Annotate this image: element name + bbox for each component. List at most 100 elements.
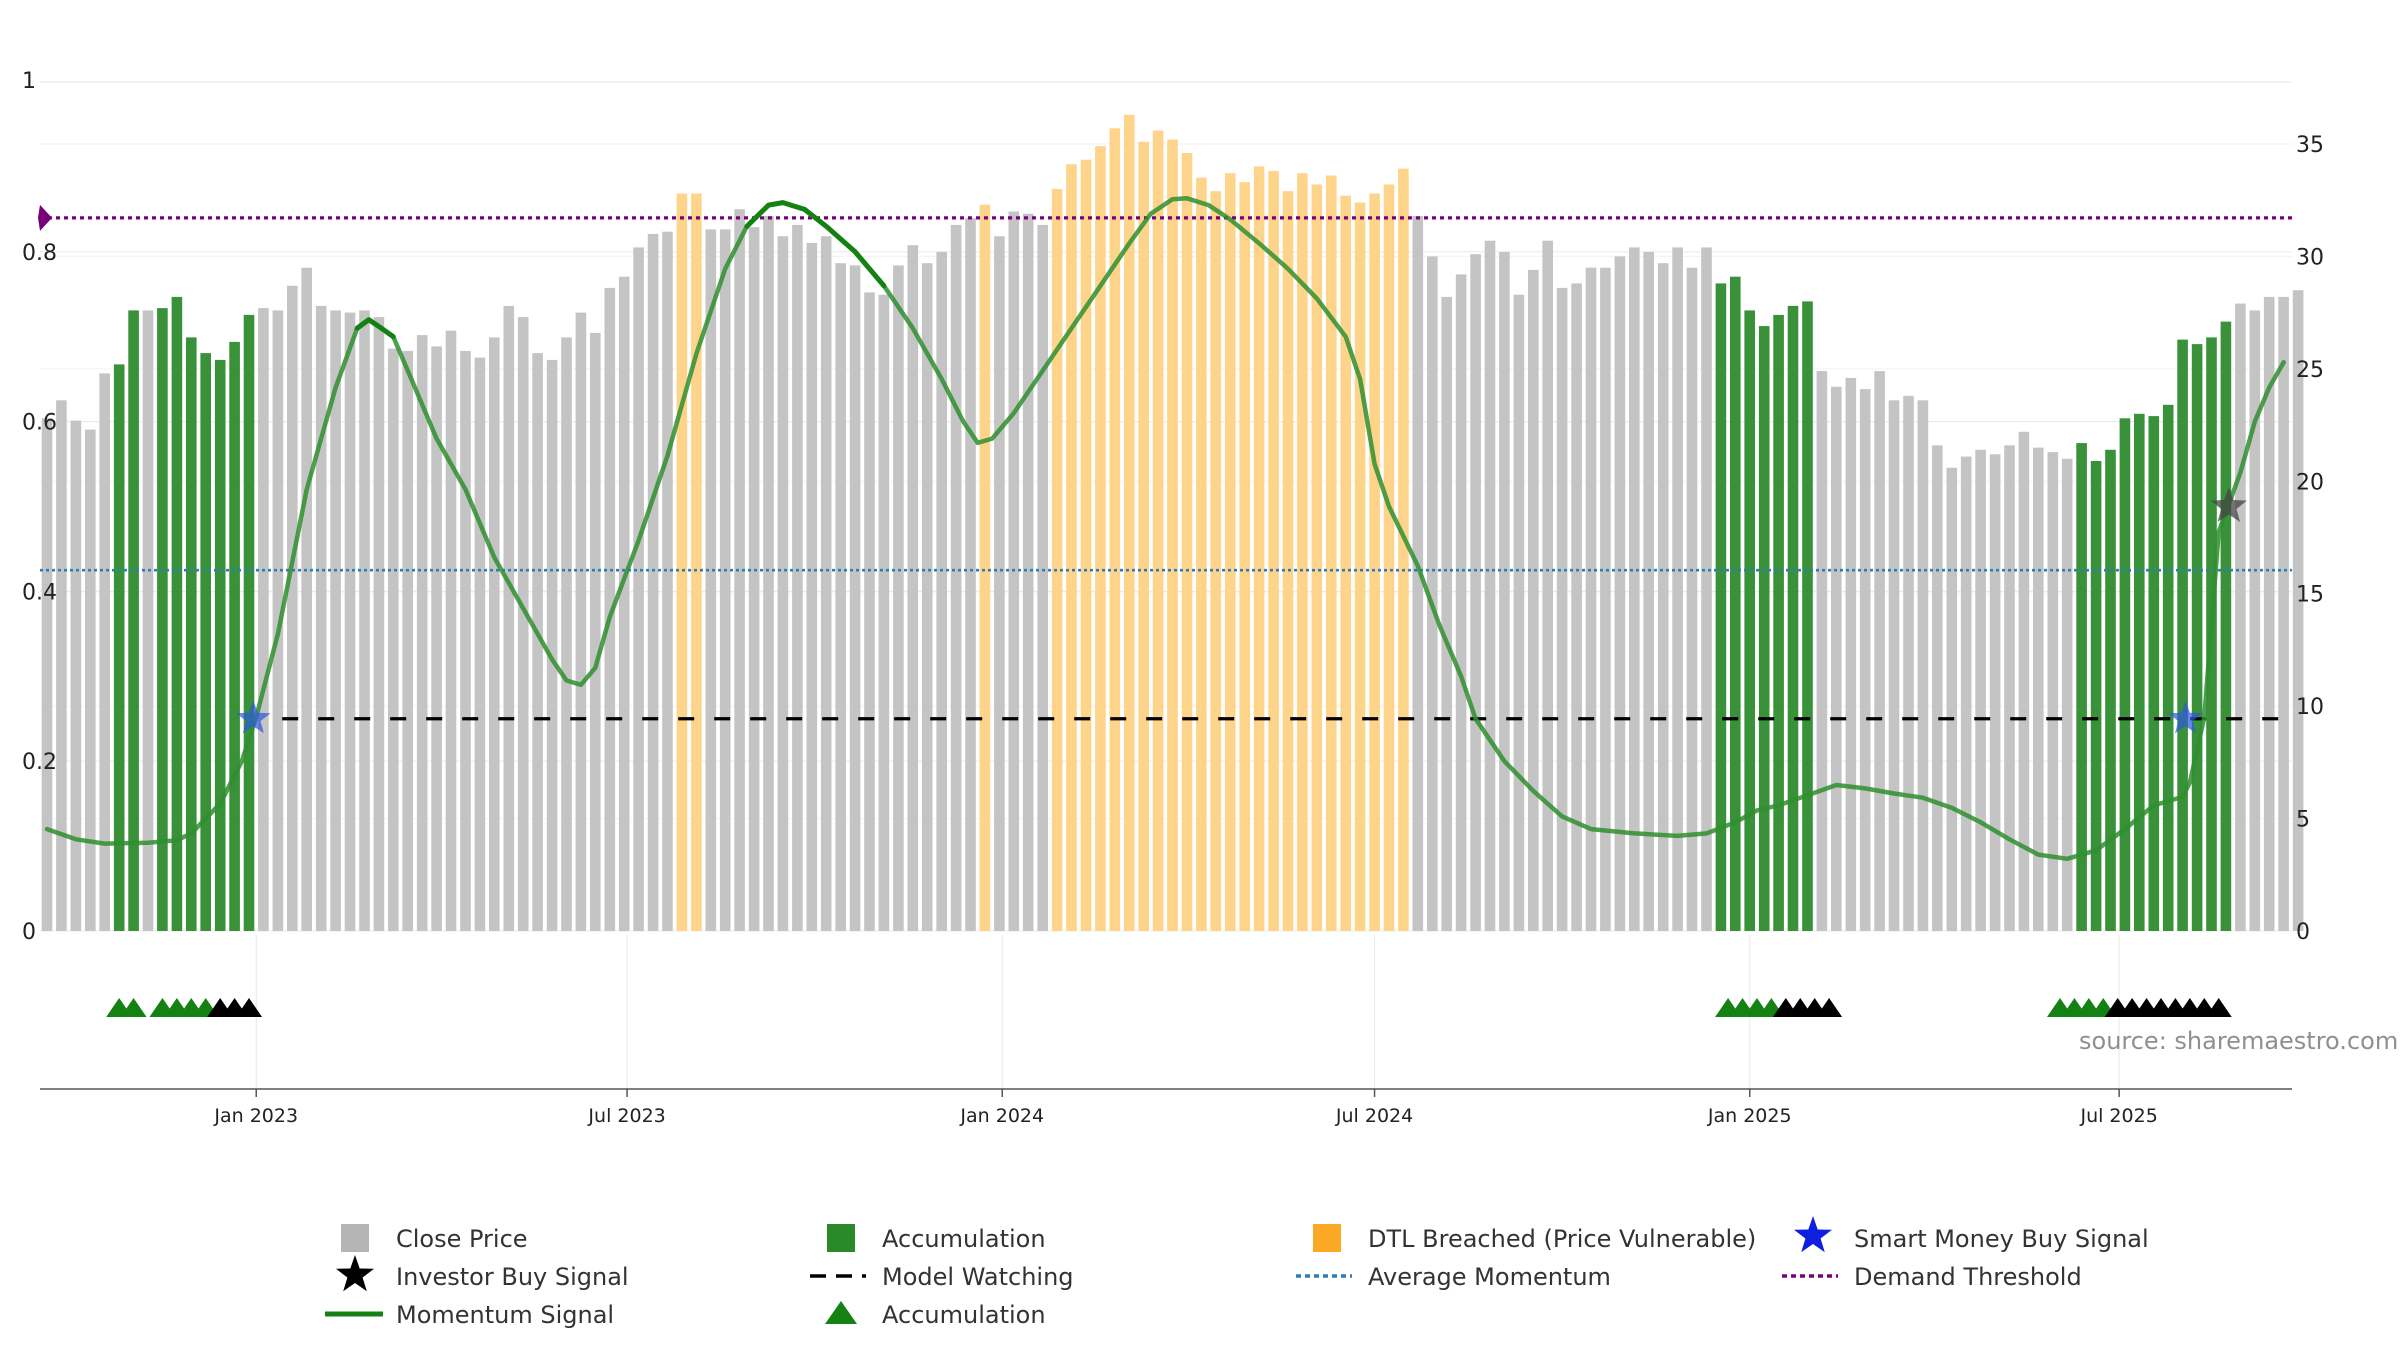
investor-buy-star xyxy=(2210,487,2247,522)
close-price-bar-green xyxy=(2105,449,2116,931)
close-price-bar-gray xyxy=(330,310,341,931)
close-price-bar-gray xyxy=(763,216,774,931)
legend-model-watching-label: Model Watching xyxy=(882,1263,1074,1291)
close-price-bar-gray xyxy=(907,245,919,931)
close-price-bar-gray xyxy=(1571,283,1582,931)
close-price-bar-gray xyxy=(662,231,673,931)
close-price-bar-gray xyxy=(965,218,976,931)
close-price-bar-orange xyxy=(1066,164,1077,931)
legend-dtl-breached-icon xyxy=(1313,1224,1341,1252)
legend-accumulation-triangle-label: Accumulation xyxy=(882,1301,1046,1329)
close-price-bar-gray xyxy=(893,265,904,931)
close-price-bar-gray xyxy=(1657,263,1669,931)
close-price-bar-gray xyxy=(647,233,659,931)
right-axis-tick-label: 30 xyxy=(2296,245,2324,270)
close-price-bar-gray xyxy=(388,348,399,932)
close-price-bar-gray xyxy=(85,429,96,931)
right-axis-tick-label: 0 xyxy=(2296,920,2310,945)
close-price-bar-orange xyxy=(1253,166,1265,931)
close-price-bar-green xyxy=(186,337,197,931)
close-price-bar-gray xyxy=(561,337,572,931)
close-price-bar-green xyxy=(1802,301,1813,931)
marker-series xyxy=(38,204,2247,1017)
close-price-bar-green xyxy=(1773,314,1784,931)
legend-investor-label: Investor Buy Signal xyxy=(396,1263,629,1291)
close-price-bar-gray xyxy=(517,317,529,932)
close-price-bar-gray xyxy=(1888,400,1900,931)
left-axis-tick-label: 0.2 xyxy=(22,750,57,775)
close-price-bar-gray xyxy=(792,224,803,931)
close-price-bar-green xyxy=(2220,321,2232,932)
legend-investor-star-icon xyxy=(336,1255,374,1292)
close-price-bar-orange xyxy=(1268,171,1279,931)
momentum-signal-bold-segment xyxy=(744,200,887,289)
left-axis-tick-label: 0.6 xyxy=(22,411,57,436)
close-price-bar-gray xyxy=(2278,296,2289,931)
close-price-bar-gray xyxy=(1484,240,1496,931)
close-price-bar-orange xyxy=(1398,168,1409,931)
source-label: source: sharemaestro.com xyxy=(2079,1027,2398,1055)
legend-accumulation-bar-icon xyxy=(827,1224,855,1252)
legend-average-momentum-label: Average Momentum xyxy=(1368,1263,1611,1291)
close-price-bar-gray xyxy=(820,236,832,931)
x-axis-tick-label: Jul 2024 xyxy=(1335,1105,1413,1127)
close-price-bar-orange xyxy=(1051,189,1063,931)
close-price-bar-gray xyxy=(1932,445,1943,931)
close-price-bar-gray xyxy=(41,418,53,931)
accumulation-triangle xyxy=(2205,998,2232,1017)
close-price-bar-green xyxy=(2090,461,2102,931)
close-price-bar-gray xyxy=(1903,395,1914,931)
close-price-bar-gray xyxy=(2061,458,2073,931)
legend-smart-money-label: Smart Money Buy Signal xyxy=(1854,1225,2149,1253)
close-price-bar-gray xyxy=(2047,452,2059,931)
close-price-bar-gray xyxy=(1686,267,1698,931)
close-price-bar-gray xyxy=(1946,467,1958,931)
close-price-bar-gray xyxy=(142,310,154,931)
right-axis-tick-label: 25 xyxy=(2296,358,2324,383)
right-axis-tick-label: 5 xyxy=(2296,808,2310,833)
right-axis-tick-label: 10 xyxy=(2296,695,2324,720)
close-price-bar-gray xyxy=(1975,449,1986,931)
close-price-bar-green xyxy=(128,310,139,931)
right-axis-tick-label: 20 xyxy=(2296,470,2324,495)
close-price-bar-gray xyxy=(1585,267,1597,931)
accumulation-triangle xyxy=(120,998,147,1017)
close-price-bar-gray xyxy=(590,332,601,931)
axes: 1 xyxy=(22,69,2292,1090)
close-price-bar-gray xyxy=(1470,254,1481,931)
momentum-signal-line xyxy=(44,196,2286,862)
close-price-bar-gray xyxy=(1513,294,1525,931)
close-price-bar-gray xyxy=(1528,269,1539,931)
left-axis-tick-label: 0.4 xyxy=(22,580,57,605)
close-price-bar-green xyxy=(2119,418,2131,931)
close-price-bar-gray xyxy=(1701,247,1712,931)
close-price-bar-green xyxy=(229,341,240,931)
close-price-bar-orange xyxy=(676,193,688,931)
close-price-bar-orange xyxy=(1095,146,1106,931)
close-price-bar-gray xyxy=(503,305,515,931)
smart-money-buy-star xyxy=(236,700,271,734)
close-price-bar-orange xyxy=(1080,159,1092,931)
close-price-bar-green xyxy=(214,359,226,931)
close-price-bar-gray xyxy=(1499,251,1510,931)
x-axis-tick-label: Jul 2023 xyxy=(587,1105,665,1127)
close-price-bar-gray xyxy=(2018,431,2030,931)
legend-accumulation-bar-label: Accumulation xyxy=(882,1225,1046,1253)
close-price-bar-orange xyxy=(1297,173,1308,931)
x-axis-tick-label: Jul 2025 xyxy=(2079,1105,2157,1127)
legend: Close Price Accumulation DTL Breached (P… xyxy=(325,1216,2149,1329)
close-price-bar-gray xyxy=(56,400,67,931)
demand-threshold-marker xyxy=(38,204,52,231)
close-price-bar-gray xyxy=(445,330,457,932)
close-price-bar-gray xyxy=(604,287,616,931)
close-price-bar-green xyxy=(2134,413,2145,931)
close-price-bar-gray xyxy=(2292,290,2304,931)
close-price-bar-green xyxy=(2076,443,2087,931)
close-price-bar-gray xyxy=(2004,445,2015,931)
close-price-bar-gray xyxy=(1989,454,2001,931)
close-price-bar-green xyxy=(243,314,255,931)
close-price-bar-green xyxy=(2177,339,2188,932)
close-price-bar-green xyxy=(1758,326,1770,932)
close-price-bar-gray xyxy=(532,353,543,932)
left-axis-tick-label: 0.8 xyxy=(22,241,57,266)
